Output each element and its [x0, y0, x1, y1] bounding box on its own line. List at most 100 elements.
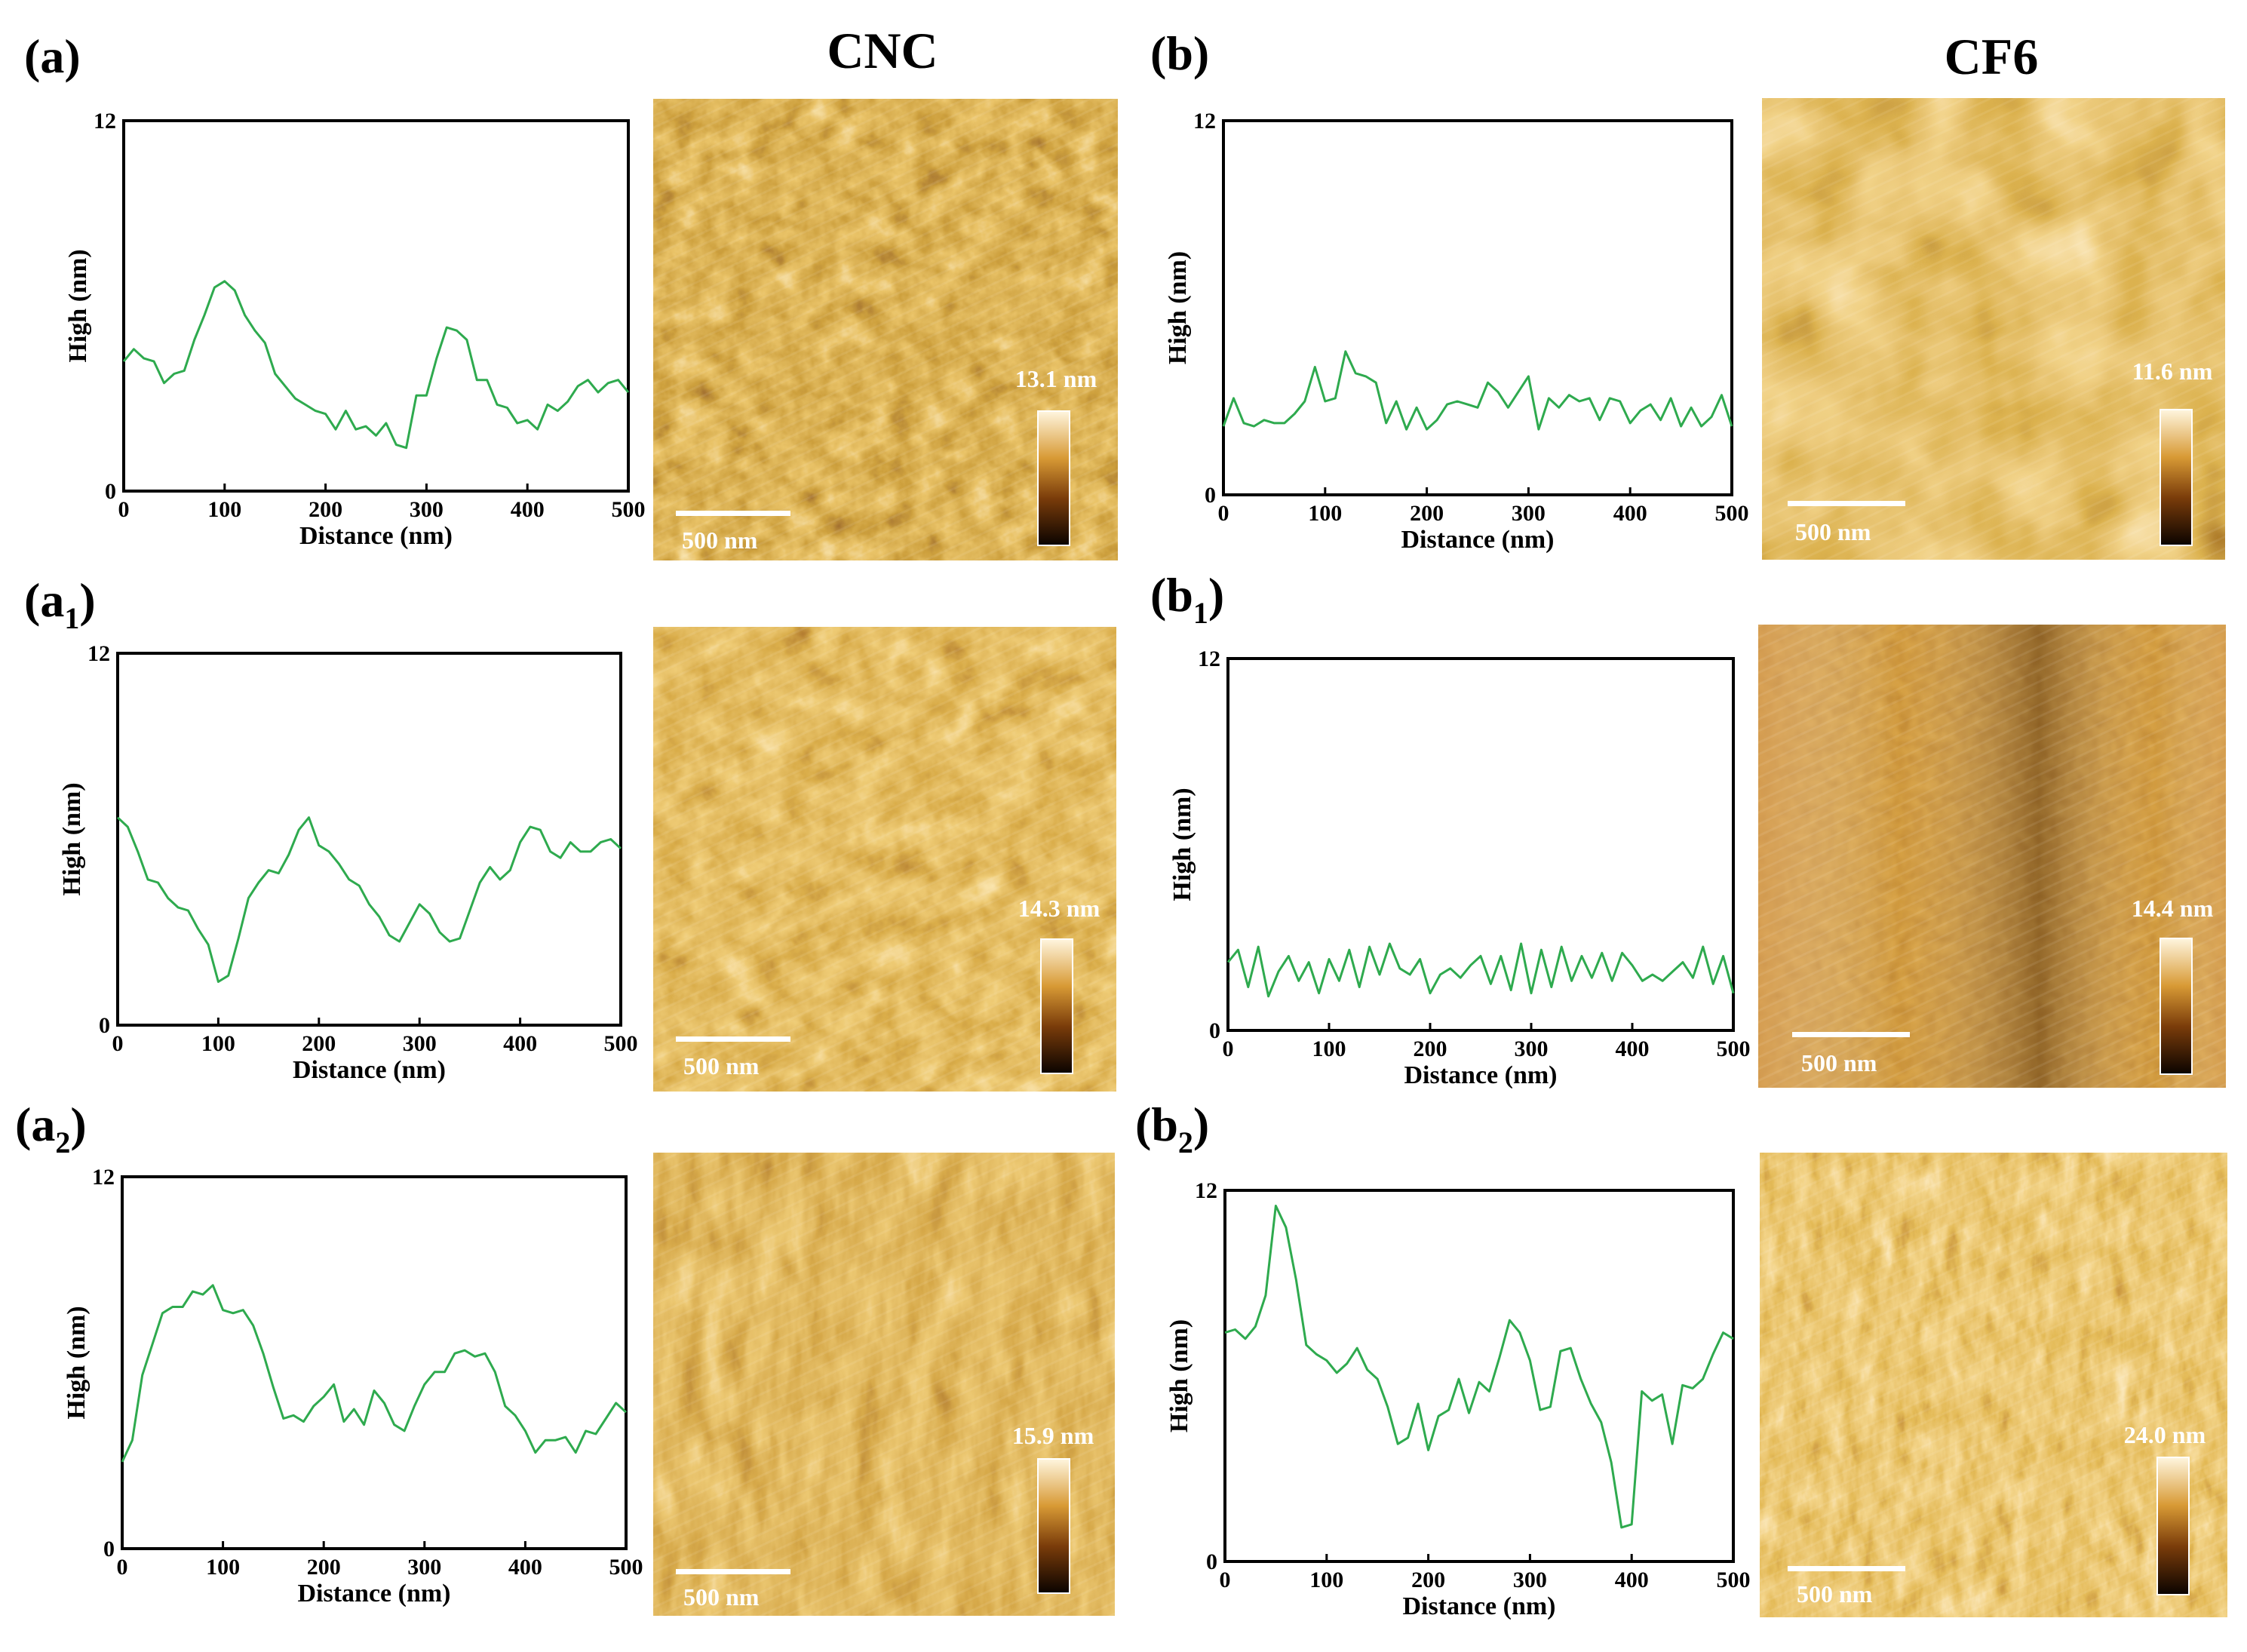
height-profile-line [116, 816, 622, 983]
x-tick-label: 200 [309, 497, 342, 522]
colorbar-a1 [1040, 938, 1073, 1074]
x-axis-label: Distance (nm) [1401, 526, 1554, 554]
x-axis-label: Distance (nm) [1402, 1592, 1555, 1620]
x-tick-label: 100 [201, 1031, 235, 1056]
x-tick-label: 400 [1616, 1036, 1650, 1061]
x-axis-label: Distance (nm) [299, 522, 453, 550]
x-tick-label: 100 [206, 1555, 240, 1580]
x-axis-label: Distance (nm) [297, 1580, 450, 1607]
chart-b: 0 100 200 300 400 500 0 12 Distance (nm) High (nm… [1164, 109, 1749, 554]
panel-label-b1: (b1) [1150, 568, 1224, 630]
y-axis-label: High (nm) [63, 1306, 91, 1419]
plot-frame [121, 1175, 628, 1550]
plot-frame [1223, 1189, 1735, 1563]
x-tick-label: 500 [612, 497, 646, 522]
panel-label-b2: (b2) [1135, 1098, 1209, 1159]
scalebar-label-b1: 500 nm [1801, 1049, 1877, 1076]
x-tick-label: 200 [1411, 1568, 1445, 1592]
panel-label-a2: (a2) [15, 1098, 87, 1159]
x-tick-label: 400 [511, 497, 545, 522]
x-tick-label: 0 [117, 1555, 128, 1580]
plot-frame [116, 652, 622, 1027]
y-tick-label: 12 [1195, 1178, 1217, 1203]
y-axis-label: High (nm) [64, 249, 92, 362]
scale-value-b1: 14.4 nm [2132, 895, 2214, 922]
afm-image-b1 [1758, 625, 2226, 1088]
afm-overlay-b2: 24.0 nm 500 nm [1788, 1421, 2206, 1607]
plot-frame [122, 119, 630, 493]
scalebar-label-a2: 500 nm [683, 1583, 760, 1611]
x-tick-label: 100 [1309, 1568, 1343, 1592]
panel-label-a: (a) [24, 29, 81, 83]
y-axis-label: High (nm) [1165, 1319, 1193, 1432]
chart-b2: 0 100 200 300 400 500 0 12 Distance (nm) High (nm… [1165, 1178, 1751, 1620]
scalebar-label-b: 500 nm [1795, 518, 1871, 545]
y-tick-label: 12 [92, 1165, 115, 1190]
scale-value-a1: 14.3 nm [1018, 895, 1100, 922]
afm-image-a1 [653, 627, 1116, 1092]
chart-a1: 0 100 200 300 400 500 0 12 Distance (nm) High (nm… [58, 641, 638, 1084]
x-tick-label: 300 [407, 1555, 441, 1580]
scale-value-a2: 15.9 nm [1012, 1422, 1094, 1449]
x-tick-label: 300 [403, 1031, 437, 1056]
height-profile-line [1224, 1205, 1734, 1529]
afm-overlay-b: 11.6 nm 500 nm [1788, 358, 2213, 546]
afm-overlay-b1: 14.4 nm 500 nm [1792, 895, 2214, 1076]
x-axis-label: Distance (nm) [1404, 1061, 1557, 1089]
scalebar-label-a1: 500 nm [683, 1052, 760, 1079]
y-tick-label: 0 [1206, 1549, 1217, 1574]
column-title-cnc: CNC [827, 22, 938, 79]
x-tick-label: 500 [1717, 1568, 1751, 1592]
x-tick-label: 300 [1512, 501, 1546, 526]
x-tick-label: 400 [503, 1031, 537, 1056]
x-tick-label: 300 [410, 497, 444, 522]
scale-value-b: 11.6 nm [2132, 358, 2213, 385]
colorbar-a [1037, 410, 1070, 546]
y-tick-label: 12 [1198, 646, 1220, 671]
x-tick-label: 0 [112, 1031, 124, 1056]
x-tick-label: 200 [1410, 501, 1444, 526]
panel-label-b: (b) [1150, 26, 1209, 80]
scalebar-b [1788, 501, 1905, 506]
y-tick-label: 0 [103, 1537, 115, 1561]
colorbar-b2 [2156, 1457, 2190, 1595]
x-tick-label: 0 [1220, 1568, 1231, 1592]
scalebar-label-b2: 500 nm [1797, 1580, 1873, 1607]
x-tick-label: 0 [1218, 501, 1229, 526]
y-tick-label: 0 [99, 1013, 110, 1038]
x-tick-label: 500 [1717, 1036, 1751, 1061]
afm-image-b2 [1760, 1153, 2227, 1617]
afm-overlay-a1: 14.3 nm 500 nm [676, 895, 1100, 1079]
colorbar-b1 [2160, 938, 2193, 1075]
afm-overlay-a: 13.1 nm 500 nm [676, 365, 1097, 554]
scale-value-b2: 24.0 nm [2124, 1421, 2206, 1448]
x-tick-label: 100 [1308, 501, 1342, 526]
y-tick-label: 12 [87, 641, 110, 666]
x-tick-label: 200 [1414, 1036, 1447, 1061]
x-tick-label: 500 [604, 1031, 638, 1056]
chart-a2: 0 100 200 300 400 500 0 12 Distance (nm) High (nm… [63, 1165, 643, 1607]
x-tick-label: 300 [1513, 1568, 1547, 1592]
x-tick-label: 500 [1715, 501, 1749, 526]
y-tick-label: 0 [1209, 1018, 1220, 1043]
y-axis-label: High (nm) [1164, 251, 1192, 364]
colorbar-a2 [1037, 1458, 1070, 1594]
scalebar-a1 [676, 1036, 790, 1042]
afm-overlay-a2: 15.9 nm 500 nm [676, 1422, 1094, 1611]
scalebar-b1 [1792, 1032, 1910, 1037]
panel-label-a1: (a1) [24, 573, 96, 635]
chart-b1: 0 100 200 300 400 500 0 12 Distance (nm) High (nm… [1168, 646, 1751, 1089]
x-tick-label: 100 [207, 497, 241, 522]
y-tick-label: 0 [1205, 483, 1216, 508]
x-tick-label: 200 [307, 1555, 341, 1580]
y-tick-label: 12 [1193, 109, 1216, 134]
x-tick-label: 300 [1515, 1036, 1549, 1061]
y-axis-label: High (nm) [58, 782, 86, 895]
x-tick-label: 500 [609, 1555, 643, 1580]
x-tick-label: 400 [1615, 1568, 1649, 1592]
x-axis-label: Distance (nm) [293, 1056, 446, 1084]
scalebar-a [676, 511, 790, 516]
y-tick-label: 12 [94, 109, 116, 134]
height-profile-line [1226, 942, 1735, 998]
x-tick-label: 0 [1223, 1036, 1234, 1061]
